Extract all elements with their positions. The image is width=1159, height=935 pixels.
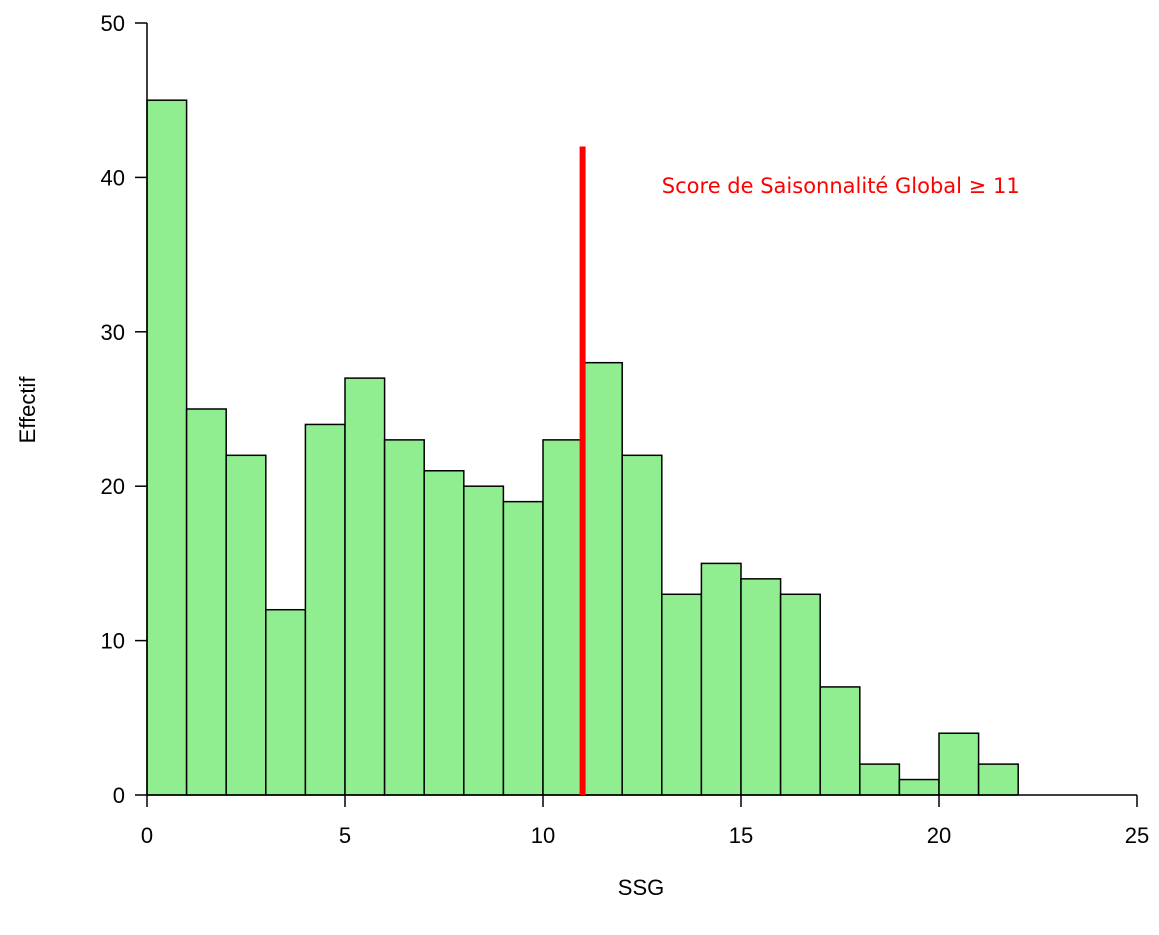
histogram-bar-11-12 [581,361,623,796]
x-tick-label: 5 [339,823,351,848]
histogram-bar-17-18 [819,686,861,796]
histogram-bar-21-22 [977,763,1019,796]
y-tick-label: 10 [101,629,125,654]
x-axis-title: SSG [618,875,664,900]
histogram-bar-1-2 [185,408,227,796]
histogram-bar-14-15 [700,562,742,796]
histogram-bar-18-19 [859,763,901,796]
x-tick-label: 25 [1125,823,1149,848]
x-tick-label: 0 [141,823,153,848]
histogram-bar-4-5 [304,423,346,796]
histogram-bar-2-3 [225,454,267,796]
x-axis: 0 5 10 15 20 25 [141,794,1149,848]
y-axis: 0 10 20 30 40 50 [101,11,148,808]
x-tick-label: 20 [927,823,951,848]
histogram-bar-16-17 [779,593,821,796]
x-tick-label: 15 [729,823,753,848]
y-tick-label: 30 [101,320,125,345]
histogram-bar-19-20 [898,778,940,796]
histogram-bar-9-10 [502,500,544,796]
y-axis-title: Effectif [15,376,40,444]
histogram-bar-13-14 [661,593,703,796]
histogram-bar-20-21 [938,732,980,796]
histogram-bar-3-4 [265,608,307,796]
histogram-bar-6-7 [383,439,425,796]
histogram-bar-10-11 [542,439,584,796]
bars-group [146,99,1019,796]
y-tick-label: 40 [101,165,125,190]
histogram-bar-0-1 [146,99,188,796]
histogram-bar-5-6 [344,377,386,796]
histogram-bar-15-16 [740,578,782,796]
y-tick-label: 20 [101,474,125,499]
histogram-bar-8-9 [463,485,505,796]
histogram-bar-12-13 [621,454,663,796]
threshold-annotation: Score de Saisonnalité Global ≥ 11 [662,174,1020,198]
y-tick-label: 0 [113,783,125,808]
x-tick-label: 10 [531,823,555,848]
histogram-bar-7-8 [423,470,465,796]
y-tick-label: 50 [101,11,125,36]
threshold-group: Score de Saisonnalité Global ≥ 11 [579,146,1020,795]
